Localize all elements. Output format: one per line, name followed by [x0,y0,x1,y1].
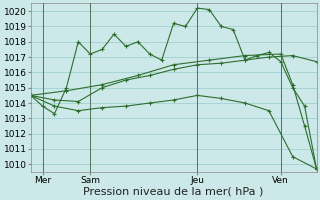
X-axis label: Pression niveau de la mer( hPa ): Pression niveau de la mer( hPa ) [84,187,264,197]
